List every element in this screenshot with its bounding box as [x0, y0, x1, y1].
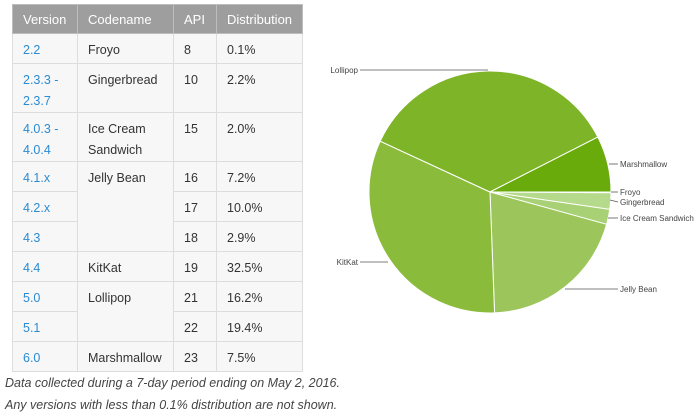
- api-cell: 18: [173, 221, 217, 252]
- pie-slice-kitkat: [368, 140, 496, 314]
- table-row: 4.4 KitKat 19 32.5%: [12, 251, 304, 282]
- version-link[interactable]: 6.0: [12, 341, 78, 372]
- table-row: 6.0 Marshmallow 23 7.5%: [12, 341, 304, 372]
- pie-slice-jelly-bean: [489, 191, 608, 314]
- distribution-table: Version Codename API Distribution 2.2 Froyo 8…: [12, 4, 304, 372]
- version-link[interactable]: 2.2: [12, 33, 78, 64]
- slice-label: KitKat: [337, 258, 359, 267]
- version-link[interactable]: 4.3: [12, 221, 78, 252]
- pie-slice-lollipop: [379, 70, 599, 193]
- distribution-cell: 10.0%: [215, 191, 304, 222]
- api-cell: 23: [173, 341, 217, 372]
- footnote-threshold: Any versions with less than 0.1% distrib…: [5, 398, 338, 412]
- codename-cell: Froyo: [77, 33, 174, 64]
- codename-cell: Jelly Bean: [77, 161, 174, 252]
- version-link[interactable]: 4.4: [12, 251, 78, 282]
- codename-cell: Lollipop: [77, 281, 174, 342]
- slice-label: Jelly Bean: [620, 285, 657, 294]
- slice-label: Gingerbread: [620, 198, 664, 207]
- table-row: 4.1.x Jelly Bean 16 7.2%: [12, 161, 304, 252]
- version-link[interactable]: 4.1.x: [12, 161, 78, 192]
- distribution-cell: 0.1%: [215, 33, 304, 64]
- codename-cell: Marshmallow: [77, 341, 174, 372]
- footnote-date: Data collected during a 7-day period end…: [5, 376, 340, 390]
- table-row: 4.0.3 - 4.0.4 Ice Cream Sandwich 15 2.0%: [12, 112, 304, 162]
- version-link[interactable]: 4.0.3 - 4.0.4: [12, 112, 78, 162]
- api-cell: 8: [173, 33, 217, 64]
- version-link[interactable]: 5.1: [12, 311, 78, 342]
- table-row: 2.2 Froyo 8 0.1%: [12, 33, 304, 64]
- table-row: 5.1 22 19.4%: [12, 311, 304, 342]
- distribution-cell: 7.2%: [215, 161, 304, 192]
- api-cell: 17: [173, 191, 217, 222]
- slice-label: Froyo: [620, 188, 641, 197]
- distribution-cell: 19.4%: [215, 311, 304, 342]
- api-cell: 19: [173, 251, 217, 282]
- api-cell: 21: [173, 281, 217, 312]
- slice-label: Marshmallow: [620, 160, 667, 169]
- codename-cell: Gingerbread: [77, 63, 174, 113]
- codename-cell: Ice Cream Sandwich: [77, 112, 174, 162]
- api-cell: 15: [173, 112, 217, 162]
- leader-line: [609, 199, 619, 203]
- distribution-cell: 2.0%: [215, 112, 304, 162]
- slice-label: Lollipop: [330, 66, 358, 75]
- table-row: 4.3 18 2.9%: [12, 221, 304, 252]
- column-header: Version: [12, 4, 78, 34]
- column-header: Distribution: [215, 4, 304, 34]
- slice-label: Ice Cream Sandwich: [620, 214, 694, 223]
- api-cell: 10: [173, 63, 217, 113]
- distribution-cell: 7.5%: [215, 341, 304, 372]
